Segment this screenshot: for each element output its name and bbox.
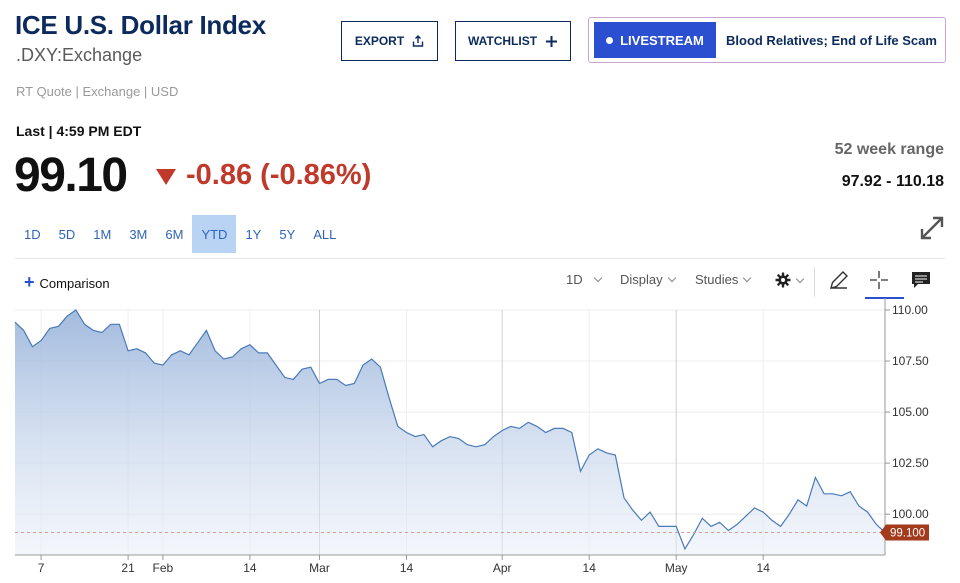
watchlist-label: WATCHLIST bbox=[467, 34, 538, 48]
symbol-label: .DXY:Exchange bbox=[16, 45, 143, 65]
period-6m[interactable]: 6M bbox=[165, 226, 184, 242]
period-1d[interactable]: 1D bbox=[24, 226, 41, 242]
watchlist-button[interactable]: WATCHLIST bbox=[455, 21, 571, 61]
x-tick-label: May bbox=[665, 561, 688, 575]
page-title: ICE U.S. Dollar Index bbox=[15, 10, 266, 40]
comparison-button[interactable]: + Comparison bbox=[24, 272, 110, 292]
livestream-title[interactable]: Blood Relatives; End of Life Scam bbox=[726, 32, 937, 48]
display-dropdown[interactable]: Display bbox=[620, 272, 676, 287]
y-tick-label: 105.00 bbox=[892, 405, 929, 419]
chevron-down-icon bbox=[593, 273, 602, 283]
display-label: Display bbox=[620, 272, 663, 287]
x-tick-label: 14 bbox=[243, 561, 257, 575]
period-selector: 1D 5D 1M 3M 6M YTD 1Y 5Y ALL bbox=[15, 215, 345, 253]
x-tick-label: Mar bbox=[309, 561, 330, 575]
crosshair-icon[interactable] bbox=[867, 268, 891, 292]
comparison-label: Comparison bbox=[39, 276, 110, 291]
x-tick-label: 14 bbox=[400, 561, 414, 575]
studies-dropdown[interactable]: Studies bbox=[695, 272, 752, 287]
export-label: EXPORT bbox=[354, 34, 405, 48]
period-5y[interactable]: 5Y bbox=[279, 226, 296, 242]
live-dot-icon bbox=[606, 36, 614, 44]
y-tick-label: 100.00 bbox=[892, 507, 929, 521]
export-button[interactable]: EXPORT bbox=[341, 21, 438, 61]
period-1y[interactable]: 1Y bbox=[245, 226, 262, 242]
plus-icon: + bbox=[24, 272, 35, 292]
x-tick-label: 14 bbox=[583, 561, 597, 575]
x-tick-label: 14 bbox=[757, 561, 771, 575]
period-5d[interactable]: 5D bbox=[58, 226, 76, 242]
settings-dropdown[interactable] bbox=[775, 272, 805, 288]
x-tick-label: Apr bbox=[493, 561, 512, 575]
y-tick-label: 110.00 bbox=[892, 303, 928, 317]
comment-icon[interactable] bbox=[909, 268, 933, 292]
interval-dropdown[interactable]: 1D bbox=[566, 272, 602, 287]
expand-icon[interactable] bbox=[918, 214, 946, 242]
last-trade-time: Last | 4:59 PM EDT bbox=[16, 123, 142, 139]
x-tick-label: 21 bbox=[121, 561, 135, 575]
week-range-label: 52 week range bbox=[834, 141, 944, 158]
last-value-label: 99.100 bbox=[890, 528, 925, 540]
week-range-value: 97.92 - 110.18 bbox=[841, 173, 944, 190]
down-arrow-icon bbox=[156, 168, 176, 185]
last-value-tag bbox=[880, 524, 929, 541]
period-all[interactable]: ALL bbox=[313, 226, 337, 242]
toolbar-separator bbox=[814, 267, 815, 297]
share-icon bbox=[412, 35, 424, 47]
pencil-icon[interactable] bbox=[827, 268, 851, 292]
livestream-banner[interactable]: LIVESTREAM Blood Relatives; End of Life … bbox=[588, 17, 946, 63]
price-change: -0.86 (-0.86%) bbox=[156, 159, 371, 192]
x-tick-label: 7 bbox=[38, 561, 45, 575]
x-tick-label: Feb bbox=[153, 561, 174, 575]
y-tick-label: 102.50 bbox=[892, 456, 929, 470]
last-price: 99.10 bbox=[14, 149, 128, 202]
plus-icon bbox=[546, 35, 558, 47]
price-chart[interactable]: 110.00 107.50 105.00 102.50 100.00 7 21 Feb 14 Ma… bbox=[0, 298, 960, 583]
chevron-down-icon bbox=[667, 273, 676, 283]
y-tick-label: 107.50 bbox=[892, 354, 929, 368]
period-1m[interactable]: 1M bbox=[93, 226, 112, 242]
livestream-button[interactable]: LIVESTREAM bbox=[594, 22, 716, 58]
gear-icon bbox=[775, 272, 791, 288]
period-ytd[interactable]: YTD bbox=[192, 215, 237, 253]
chevron-down-icon bbox=[743, 273, 752, 283]
price-change-value: -0.86 (-0.86%) bbox=[186, 159, 372, 191]
studies-label: Studies bbox=[695, 272, 739, 287]
interval-label: 1D bbox=[566, 272, 583, 287]
price-line bbox=[14, 309, 886, 551]
price-area bbox=[15, 310, 885, 555]
chevron-down-icon bbox=[795, 274, 805, 283]
quote-meta: RT Quote | Exchange | USD bbox=[16, 84, 179, 99]
livestream-label: LIVESTREAM bbox=[620, 32, 704, 48]
toolbar-divider bbox=[15, 258, 945, 259]
period-3m[interactable]: 3M bbox=[129, 226, 148, 242]
